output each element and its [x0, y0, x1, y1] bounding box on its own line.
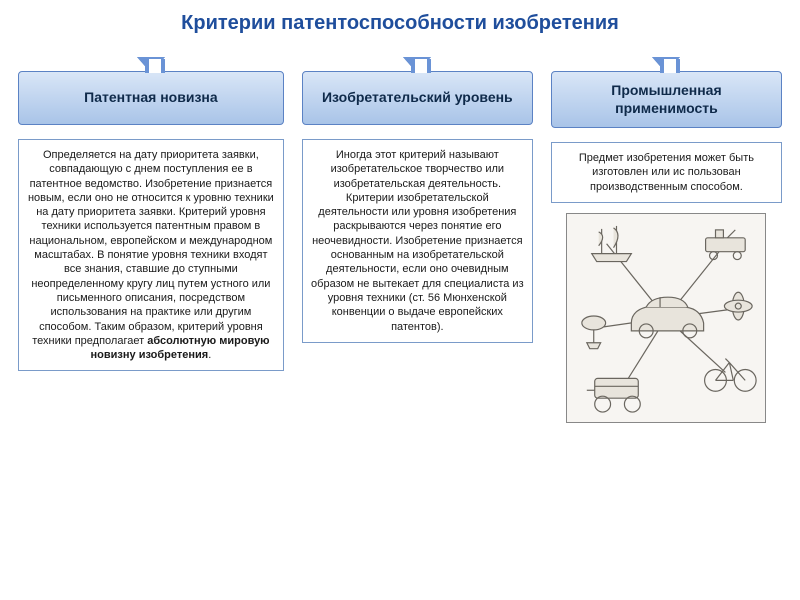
column-industrial: Промышленная применимость Предмет изобре… — [551, 41, 782, 423]
desc-text: Определяется на дату приоритета заявки, … — [28, 149, 274, 347]
desc-text: Иногда этот критерий называют изобретате… — [311, 149, 524, 333]
arrow-down-icon — [652, 57, 680, 73]
header-inventive: Изобретательский уровень — [302, 71, 533, 125]
arrow-down-icon — [403, 57, 431, 73]
page-title: Критерии патентоспособности изобретения — [0, 0, 800, 41]
desc-novelty: Определяется на дату приоритета заявки, … — [18, 139, 284, 371]
columns-row: Патентная новизна Определяется на дату п… — [0, 41, 800, 423]
header-novelty: Патентная новизна — [18, 71, 284, 125]
arrow-down-icon — [137, 57, 165, 73]
desc-industrial: Предмет изобретения может быть изготовле… — [551, 142, 782, 203]
desc-post: . — [208, 349, 211, 361]
header-industrial: Промышленная применимость — [551, 71, 782, 128]
desc-inventive: Иногда этот критерий называют изобретате… — [302, 139, 533, 343]
column-novelty: Патентная новизна Определяется на дату п… — [18, 41, 284, 423]
inventions-illustration — [566, 213, 766, 423]
desc-text: Предмет изобретения может быть изготовле… — [579, 152, 754, 193]
column-inventive: Изобретательский уровень Иногда этот кри… — [302, 41, 533, 423]
